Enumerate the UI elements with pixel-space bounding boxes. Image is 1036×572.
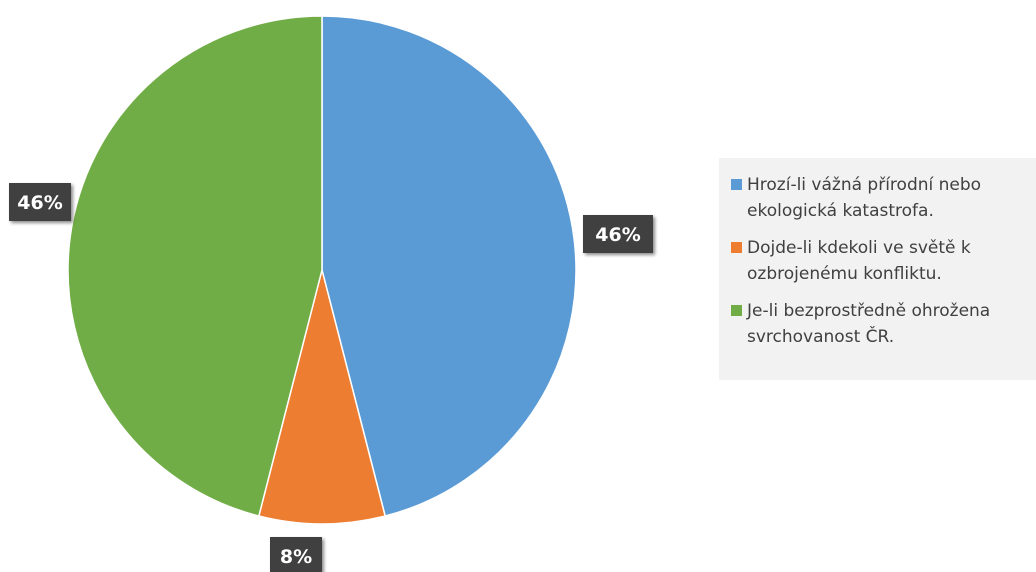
data-label-text: 46% (17, 192, 62, 214)
pie-slice (67, 15, 323, 517)
legend-label: Hrozí-li vážná přírodní nebo ekologická … (747, 175, 982, 221)
data-label-text: 46% (595, 224, 640, 246)
legend: Hrozí-li vážná přírodní nebo ekologická … (719, 158, 1036, 380)
legend-item: Je-li bezprostředně ohrožena svrchovanos… (731, 298, 1036, 350)
legend-swatch (731, 242, 742, 253)
data-label: 46% (583, 215, 653, 253)
pie-slice (321, 15, 577, 517)
data-label: 8% (270, 537, 322, 572)
legend-item: Dojde-li kdekoli ve světě k ozbrojenému … (731, 235, 1036, 287)
legend-label: Je-li bezprostředně ohrožena svrchovanos… (747, 301, 991, 347)
data-label-box (583, 215, 653, 253)
legend-swatch (731, 305, 742, 316)
legend-label: Dojde-li kdekoli ve světě k ozbrojenému … (747, 238, 971, 284)
legend-item: Hrozí-li vážná přírodní nebo ekologická … (731, 172, 1036, 224)
data-label-box (270, 537, 322, 572)
pie-slice (257, 269, 387, 525)
legend-swatch (731, 179, 742, 190)
data-label-text: 8% (280, 546, 312, 568)
data-label: 46% (9, 183, 71, 221)
data-label-box (9, 183, 71, 221)
